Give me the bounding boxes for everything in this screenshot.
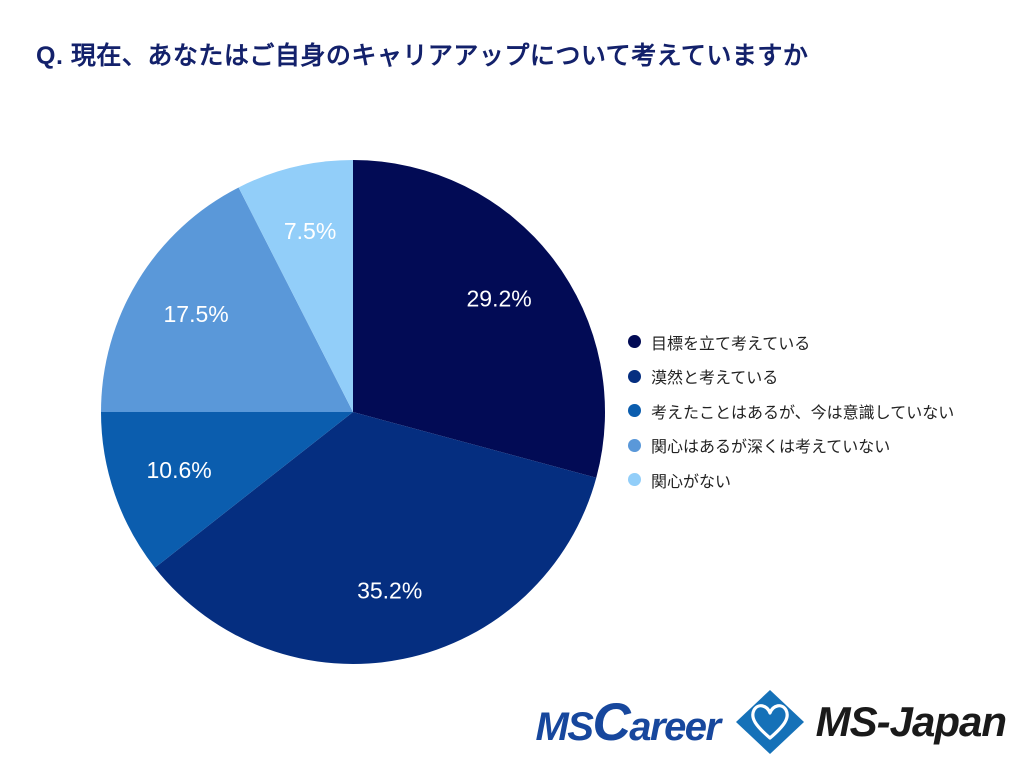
legend-color-dot-icon	[628, 404, 641, 417]
legend-color-dot-icon	[628, 473, 641, 486]
pie-value-label: 35.2%	[357, 577, 422, 603]
legend-item: 目標を立て考えている	[628, 330, 954, 353]
legend-label: 目標を立て考えている	[651, 335, 811, 353]
legend-color-dot-icon	[628, 335, 641, 348]
legend-color-dot-icon	[628, 369, 641, 383]
legend-item: 関心がない	[628, 468, 954, 491]
pie-chart-container: 29.2% 35.2% 10.6% 17.5% 7.5%	[93, 152, 613, 672]
legend: 目標を立て考えている 漠然と考えている 考えたことはあるが、今は意識していない …	[628, 330, 954, 503]
legend-item: 漠然と考えている	[628, 365, 954, 388]
legend-label: 関心はあるが深くは考えていない	[651, 439, 891, 456]
pie-slice-1	[154, 412, 597, 664]
legend-color-dot-icon	[628, 438, 641, 452]
pie-chart: 29.2% 35.2% 10.6% 17.5% 7.5%	[101, 160, 606, 664]
legend-item: 考えたことはあるが、今は意識していない	[628, 399, 954, 422]
mscareer-logo-text: areer	[629, 704, 721, 749]
pie-slice-2	[101, 412, 353, 568]
legend-label: 漠然と考えている	[651, 370, 779, 387]
ms-japan-logo-icon	[734, 688, 806, 756]
page-title: Q. 現在、あなたはご自身のキャリアアップについて考えていますか	[36, 42, 809, 70]
mscareer-logo-text: C	[592, 692, 630, 752]
legend-label: 考えたことはあるが、今は意識していない	[651, 404, 955, 422]
pie-slice-4	[238, 160, 353, 412]
mscareer-logo-text: MS	[535, 704, 594, 749]
pie-slice-0	[353, 160, 606, 478]
pie-slice-3	[101, 187, 353, 412]
footer-logos: MS C areer MS-Japan	[535, 686, 1007, 758]
pie-value-label: 29.2%	[466, 285, 531, 311]
pie-value-label: 17.5%	[163, 301, 228, 327]
ms-japan-logo-text: MS-Japan	[815, 698, 1007, 745]
mscareer-logo: MS C areer	[535, 692, 721, 752]
legend-label: 関心がない	[651, 473, 732, 491]
pie-value-label: 10.6%	[146, 457, 211, 483]
pie-value-label: 7.5%	[284, 218, 336, 244]
legend-item: 関心はあるが深くは考えていない	[628, 434, 954, 457]
